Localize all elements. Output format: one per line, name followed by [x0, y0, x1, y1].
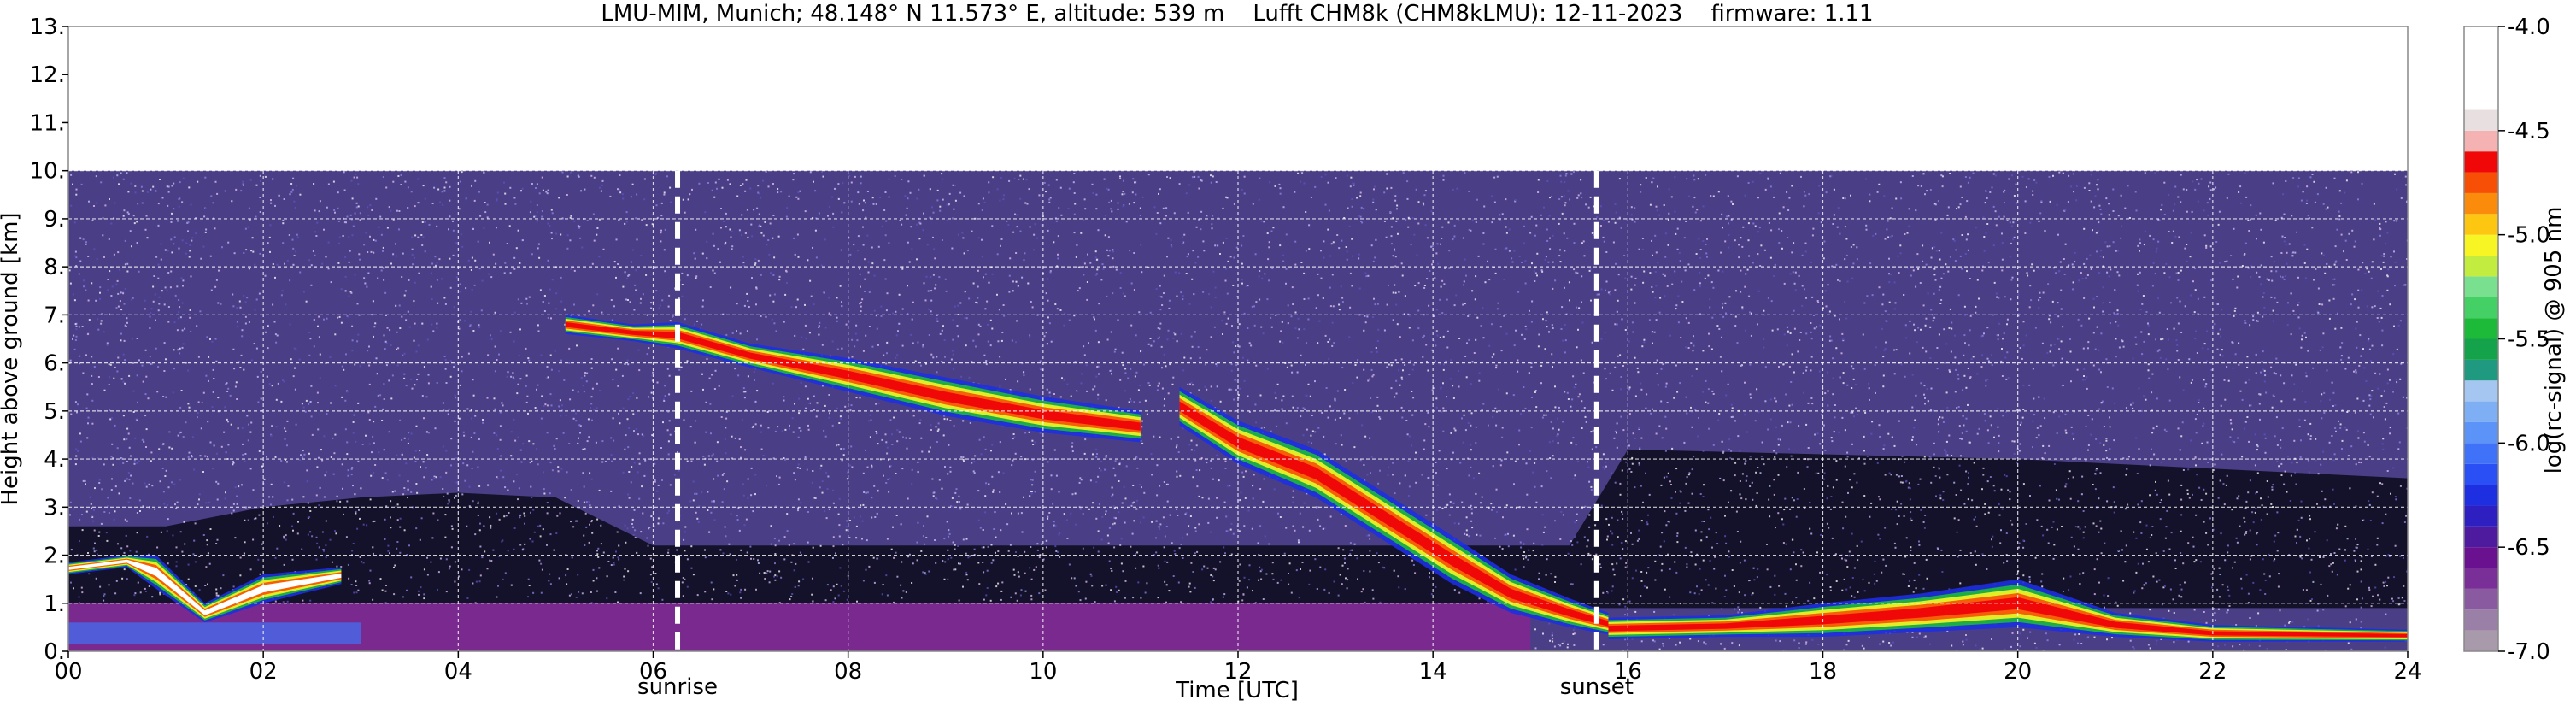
colorbar-tick-label: -5.5 — [2507, 327, 2550, 353]
colorbar-tick-label: -5.0 — [2507, 223, 2550, 249]
colorbar-swatch — [2464, 359, 2498, 381]
y-axis-label: Height above ground [km] — [0, 212, 23, 505]
colorbar: -4.0 -4.5 -5.0 -5.5 -6.0 -6.5 -7.0 — [2463, 15, 2550, 665]
x-tick-label: 08 — [834, 659, 862, 685]
x-tick-label: 24 — [2393, 659, 2421, 685]
x-tick-label: 20 — [2004, 659, 2032, 685]
y-tick-label: 0. — [44, 639, 65, 665]
layer-cirrus-band — [565, 315, 1141, 443]
sunrise-label: sunrise — [637, 674, 718, 700]
sunset-label: sunset — [1560, 674, 1634, 700]
colorbar-swatch — [2464, 192, 2498, 215]
colorbar-swatch — [2464, 588, 2498, 610]
x-axis-label: Time [UTC] — [1175, 678, 1299, 703]
colorbar-swatch — [2464, 214, 2498, 235]
layer-evening-boundary — [1608, 579, 2408, 642]
x-tick-label: 14 — [1419, 659, 1447, 685]
y-tick-label: 10. — [30, 159, 65, 185]
colorbar-swatch — [2464, 318, 2498, 339]
x-tick-label: 10 — [1029, 659, 1057, 685]
colorbar-swatch — [2464, 172, 2498, 193]
colorbar-swatch — [2464, 443, 2498, 464]
x-tick-label: 22 — [2198, 659, 2227, 685]
y-tick-label: 9. — [44, 207, 65, 232]
x-tick-label: 18 — [1809, 659, 1837, 685]
heatmap-area — [68, 170, 2408, 651]
y-tick-label: 8. — [44, 255, 65, 280]
colorbar-tick-label: -6.5 — [2507, 535, 2550, 561]
boundary-layer-core — [68, 622, 361, 644]
y-tick-label: 4. — [44, 447, 65, 473]
colorbar-tick-label: -7.0 — [2507, 639, 2550, 665]
x-tick-label: 16 — [1614, 659, 1642, 685]
colorbar-swatch — [2464, 463, 2498, 485]
colorbar-swatch — [2464, 26, 2498, 110]
colorbar-tick-label: -4.0 — [2507, 15, 2550, 40]
y-tick-label: 12. — [30, 62, 65, 88]
y-tick-label: 7. — [44, 303, 65, 328]
chart-title: LMU-MIM, Munich; 48.148° N 11.573° E, al… — [601, 1, 1873, 26]
colorbar-swatch — [2464, 401, 2498, 422]
axes: 00 02 04 06 08 10 12 14 16 18 20 22 24 0. 1. 2. 3. 4. 5. 6.… — [30, 15, 2422, 685]
y-tick-label: 3. — [44, 495, 65, 521]
colorbar-swatch — [2464, 276, 2498, 297]
sun-markers: sunrise sunset — [637, 170, 1634, 700]
colorbar-swatch — [2464, 151, 2498, 173]
colorbar-swatch — [2464, 421, 2498, 444]
y-tick-label: 1. — [44, 591, 65, 617]
colorbar-swatch — [2464, 547, 2498, 568]
grid — [68, 26, 2408, 651]
colorbar-swatch — [2464, 485, 2498, 506]
y-tick-label: 11. — [30, 110, 65, 136]
colorbar-swatch — [2464, 568, 2498, 589]
x-tick-label: 04 — [444, 659, 472, 685]
colorbar-swatch — [2464, 130, 2498, 152]
colorbar-tick-label: -6.0 — [2507, 431, 2550, 456]
colorbar-swatch — [2464, 256, 2498, 277]
y-tick-label: 13. — [30, 15, 65, 40]
colorbar-swatch — [2464, 526, 2498, 548]
colorbar-tick-label: -4.5 — [2507, 119, 2550, 144]
colorbar-swatch — [2464, 505, 2498, 527]
colorbar-label: log(rc-signal) @ 905 nm — [2541, 207, 2567, 474]
y-tick-label: 6. — [44, 351, 65, 377]
y-tick-label: 2. — [44, 544, 65, 569]
x-tick-label: 06 — [639, 659, 667, 685]
colorbar-swatch — [2464, 380, 2498, 402]
colorbar-swatch — [2464, 234, 2498, 256]
layer-night-layer — [68, 555, 342, 623]
colorbar-swatch — [2464, 109, 2498, 131]
y-tick-label: 5. — [44, 399, 65, 425]
colorbar-swatch — [2464, 609, 2498, 631]
layer-descending-cloud — [1179, 386, 1609, 635]
colorbar-swatch — [2464, 630, 2498, 651]
colorbar-swatch — [2464, 338, 2498, 360]
x-tick-label: 02 — [249, 659, 278, 685]
x-tick-label: 00 — [54, 659, 82, 685]
x-tick-label: 12 — [1223, 659, 1252, 685]
colorbar-swatch — [2464, 297, 2498, 319]
